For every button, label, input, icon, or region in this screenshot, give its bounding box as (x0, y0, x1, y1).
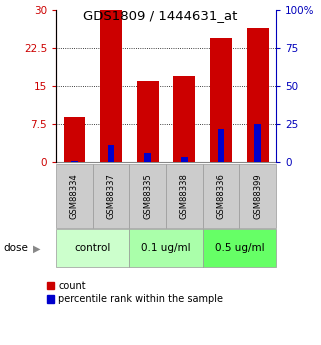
Bar (129, 164, 166, 228)
Bar (166, 164, 203, 228)
Bar (100, 10, 122, 162)
Text: GSM88399: GSM88399 (253, 173, 262, 219)
Text: GSM88337: GSM88337 (107, 173, 116, 219)
Bar (71, 161, 78, 162)
Text: 0.1 ug/ml: 0.1 ug/ml (141, 244, 191, 253)
Text: control: control (75, 244, 111, 253)
Bar (56, 229, 129, 267)
Text: ▶: ▶ (33, 244, 41, 253)
Bar (108, 146, 115, 162)
Bar (210, 38, 232, 162)
Legend: count, percentile rank within the sample: count, percentile rank within the sample (47, 281, 223, 304)
Text: GSM88336: GSM88336 (217, 173, 226, 219)
Bar (218, 129, 224, 162)
Text: GDS1809 / 1444631_at: GDS1809 / 1444631_at (83, 9, 238, 22)
Bar (255, 124, 261, 162)
Bar (203, 229, 276, 267)
Text: 0.5 ug/ml: 0.5 ug/ml (215, 244, 264, 253)
Text: GSM88338: GSM88338 (180, 173, 189, 219)
Bar (247, 28, 269, 162)
Bar (239, 164, 276, 228)
Bar (137, 81, 159, 162)
Text: dose: dose (3, 244, 28, 253)
Bar (56, 164, 93, 228)
Bar (64, 117, 85, 162)
Bar (173, 76, 195, 162)
Bar (129, 229, 203, 267)
Bar (203, 164, 239, 228)
Bar (144, 153, 151, 162)
Bar (181, 157, 188, 162)
Text: GSM88335: GSM88335 (143, 173, 152, 219)
Text: GSM88334: GSM88334 (70, 173, 79, 219)
Bar (93, 164, 129, 228)
